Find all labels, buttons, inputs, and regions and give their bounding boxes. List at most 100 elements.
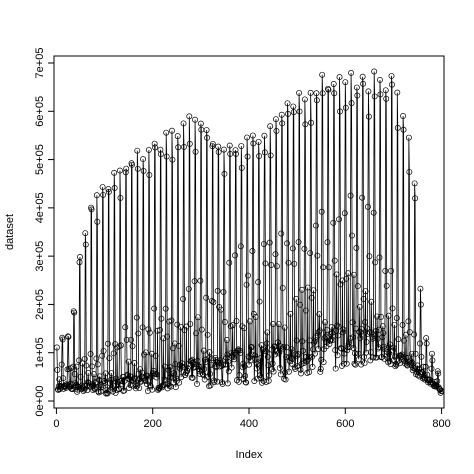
data-point bbox=[371, 93, 378, 100]
data-point bbox=[160, 335, 167, 342]
data-point bbox=[255, 279, 262, 286]
data-point bbox=[386, 350, 393, 357]
y-axis: 0e+00 1e+05 2e+05 3e+05 4e+05 5e+05 6e+05 7e+05 bbox=[34, 48, 55, 416]
data-point bbox=[269, 360, 276, 367]
data-point bbox=[315, 329, 322, 335]
data-point bbox=[341, 350, 348, 357]
data-point bbox=[276, 365, 283, 371]
data-point bbox=[178, 363, 185, 370]
data-point bbox=[341, 210, 348, 217]
data-point bbox=[104, 390, 111, 397]
data-point bbox=[179, 360, 186, 367]
data-point bbox=[154, 371, 160, 378]
data-point bbox=[384, 349, 391, 355]
data-point bbox=[388, 267, 394, 274]
data-point bbox=[395, 336, 402, 343]
data-point bbox=[370, 354, 377, 361]
data-point bbox=[317, 365, 324, 372]
data-point bbox=[163, 153, 170, 160]
data-point bbox=[302, 307, 309, 314]
data-point bbox=[237, 243, 244, 250]
data-point bbox=[246, 361, 252, 368]
data-point bbox=[339, 277, 346, 284]
data-point bbox=[297, 366, 304, 373]
data-point bbox=[391, 321, 398, 328]
data-point bbox=[196, 370, 203, 377]
data-point bbox=[429, 350, 435, 357]
data-point bbox=[268, 262, 275, 268]
data-point bbox=[371, 68, 378, 75]
data-point bbox=[335, 323, 342, 330]
data-point bbox=[180, 295, 186, 302]
data-point bbox=[412, 350, 419, 357]
data-point bbox=[186, 113, 193, 120]
data-point bbox=[315, 345, 322, 352]
data-point bbox=[308, 294, 315, 301]
data-point bbox=[100, 191, 107, 198]
data-point bbox=[115, 385, 122, 392]
data-point bbox=[203, 127, 210, 134]
x-tick-label: 800 bbox=[432, 418, 450, 430]
data-point bbox=[309, 353, 316, 360]
data-point bbox=[59, 336, 66, 343]
data-point bbox=[156, 327, 163, 333]
x-tick-label: 400 bbox=[240, 418, 258, 430]
data-point bbox=[159, 382, 166, 389]
data-point bbox=[77, 254, 83, 260]
data-point bbox=[437, 386, 444, 393]
data-point bbox=[152, 144, 159, 151]
data-point bbox=[60, 375, 67, 382]
data-point bbox=[266, 372, 273, 379]
data-point bbox=[109, 388, 116, 395]
data-point bbox=[207, 370, 213, 377]
data-point bbox=[250, 140, 257, 147]
data-point bbox=[292, 351, 299, 358]
data-point bbox=[323, 339, 329, 345]
data-point bbox=[273, 116, 279, 123]
data-point bbox=[272, 251, 279, 258]
data-point bbox=[170, 379, 177, 386]
data-point bbox=[365, 88, 372, 95]
data-point bbox=[113, 375, 120, 382]
data-point bbox=[144, 372, 151, 379]
data-point bbox=[253, 365, 260, 372]
data-point bbox=[194, 358, 201, 364]
data-point bbox=[233, 150, 239, 157]
data-point bbox=[305, 354, 312, 360]
y-tick-label: 3e+05 bbox=[34, 241, 46, 272]
y-tick-label: 1e+05 bbox=[34, 337, 46, 368]
data-point bbox=[373, 327, 380, 334]
data-point bbox=[243, 281, 250, 288]
data-point bbox=[158, 315, 165, 322]
data-point bbox=[348, 100, 355, 107]
data-point bbox=[213, 358, 220, 365]
data-point bbox=[135, 330, 142, 337]
data-point bbox=[311, 338, 318, 345]
data-point bbox=[56, 386, 63, 393]
data-point bbox=[181, 143, 187, 150]
data-point bbox=[275, 350, 282, 357]
data-point bbox=[125, 358, 132, 365]
data-point bbox=[401, 337, 407, 344]
data-point bbox=[100, 347, 107, 354]
data-point bbox=[293, 295, 300, 302]
data-point bbox=[369, 335, 376, 342]
data-point bbox=[380, 343, 387, 350]
data-point bbox=[405, 318, 412, 325]
data-point bbox=[145, 326, 152, 333]
data-point bbox=[146, 329, 153, 336]
data-point bbox=[289, 245, 296, 252]
data-point bbox=[163, 129, 170, 136]
data-point bbox=[230, 354, 237, 361]
y-tick-label: 2e+05 bbox=[34, 289, 46, 320]
data-point bbox=[338, 345, 345, 352]
data-point bbox=[54, 366, 61, 373]
data-point bbox=[267, 123, 274, 130]
data-point bbox=[287, 354, 294, 361]
data-point bbox=[93, 192, 100, 199]
data-point bbox=[264, 353, 271, 360]
data-point bbox=[90, 387, 96, 393]
y-tick-label: 7e+05 bbox=[34, 48, 46, 79]
data-point bbox=[176, 379, 183, 386]
